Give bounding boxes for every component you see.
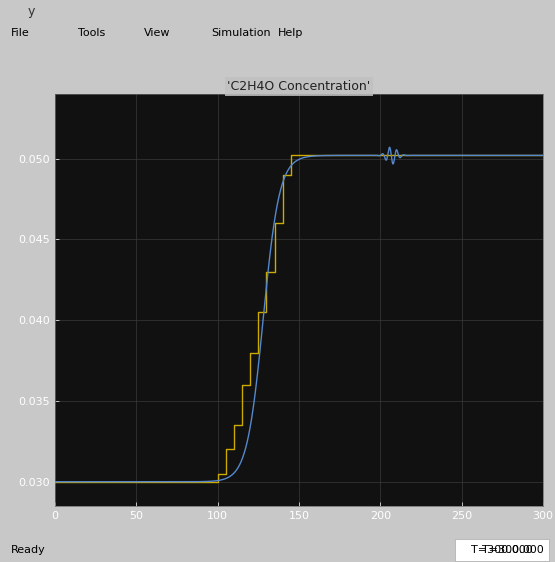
Text: T=300.000: T=300.000 — [482, 545, 544, 555]
Text: Simulation: Simulation — [211, 28, 270, 38]
Text: Help: Help — [278, 28, 303, 38]
Text: Tools: Tools — [78, 28, 105, 38]
Text: Ready: Ready — [11, 545, 46, 555]
Text: View: View — [144, 28, 171, 38]
FancyBboxPatch shape — [455, 539, 549, 561]
Text: T=300.000: T=300.000 — [471, 545, 533, 555]
Title: 'C2H4O Concentration': 'C2H4O Concentration' — [228, 80, 371, 93]
Text: File: File — [11, 28, 30, 38]
Text: y: y — [28, 4, 35, 17]
